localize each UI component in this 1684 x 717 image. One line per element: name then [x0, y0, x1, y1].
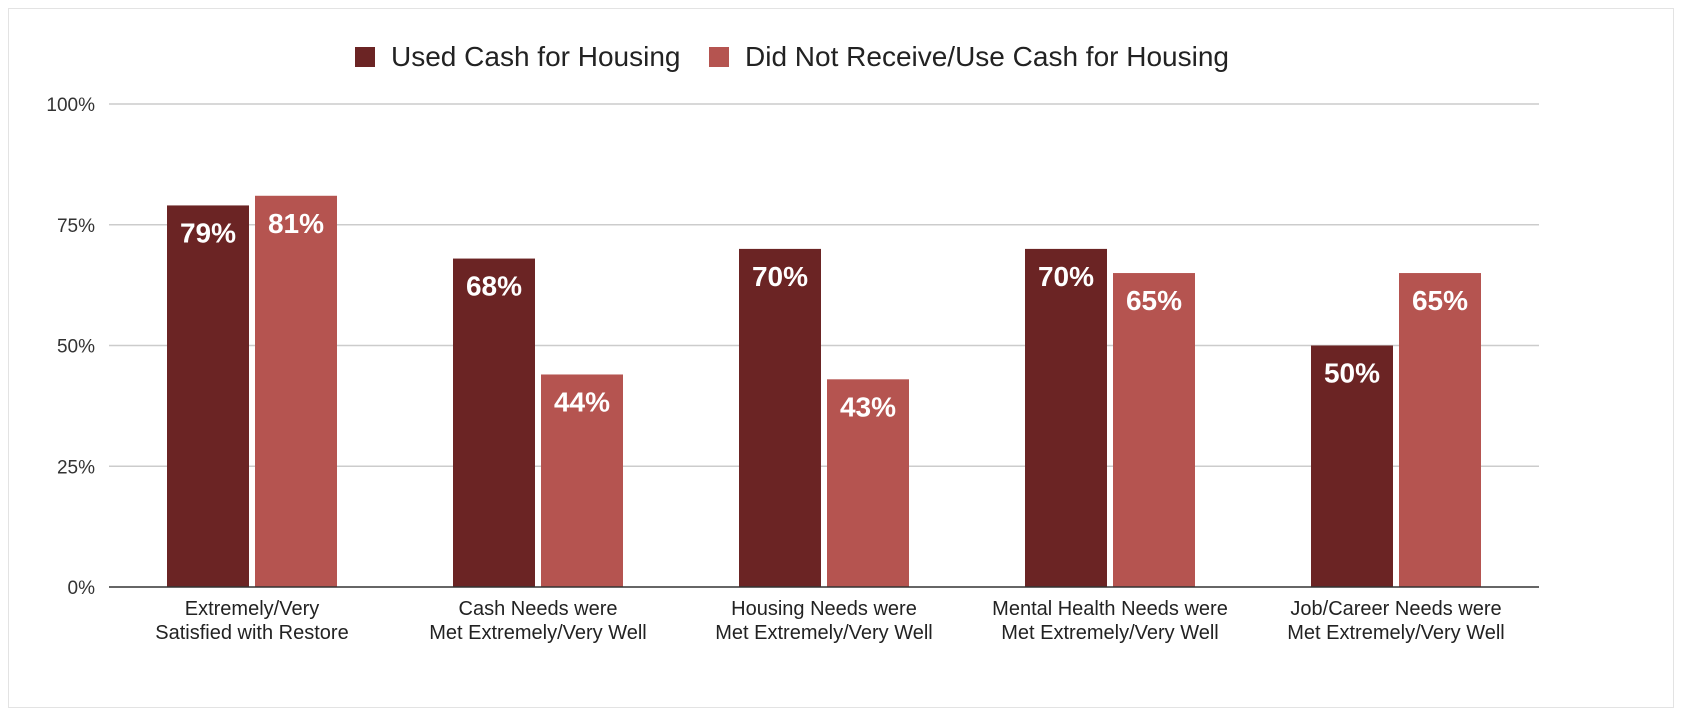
bar-series1-cat3: [739, 248, 821, 587]
y-axis: 0% 25% 50% 75% 100%: [46, 95, 95, 599]
bar-chart: Used Cash for Housing Did Not Receive/Use…: [46, 41, 1539, 644]
y-tick-label: 0%: [68, 578, 96, 599]
data-label: 50%: [1324, 358, 1380, 389]
x-tick-label: Met Extremely/Very Well: [429, 622, 646, 644]
data-label: 65%: [1412, 285, 1468, 316]
data-label: 65%: [1126, 285, 1182, 316]
bars: 79% 81% 68% 44% 70% 43% 70% 65% 50% 65%: [167, 195, 1481, 587]
legend-swatch-1: [355, 47, 375, 67]
legend-swatch-2: [709, 47, 729, 67]
x-tick-label: Met Extremely/Very Well: [715, 622, 932, 644]
legend: Used Cash for Housing Did Not Receive/Use…: [355, 41, 1229, 72]
data-label: 70%: [752, 261, 808, 292]
bar-series2-cat1: [255, 195, 337, 587]
x-tick-label: Job/Career Needs were: [1290, 598, 1501, 620]
y-tick-label: 100%: [46, 95, 95, 116]
bar-series1-cat2: [453, 258, 535, 587]
x-tick-label: Mental Health Needs were: [992, 598, 1228, 620]
y-tick-label: 75%: [57, 216, 95, 237]
legend-label-2: Did Not Receive/Use Cash for Housing: [745, 41, 1229, 72]
bar-series2-cat4: [1113, 273, 1195, 587]
bar-series2-cat2: [541, 374, 623, 587]
data-label: 44%: [554, 386, 610, 417]
x-tick-label: Cash Needs were: [459, 598, 618, 620]
y-tick-label: 25%: [57, 457, 95, 478]
data-label: 70%: [1038, 261, 1094, 292]
data-label: 81%: [268, 208, 324, 239]
bar-series1-cat1: [167, 205, 249, 587]
bar-series1-cat4: [1025, 248, 1107, 587]
x-tick-label: Housing Needs were: [731, 598, 917, 620]
chart-frame: Used Cash for Housing Did Not Receive/Use…: [8, 8, 1674, 708]
legend-label-1: Used Cash for Housing: [391, 41, 680, 72]
bar-series1-cat5: [1311, 345, 1393, 587]
data-label: 79%: [180, 217, 236, 248]
bar-series2-cat3: [827, 379, 909, 587]
y-tick-label: 50%: [57, 337, 95, 358]
data-label: 68%: [466, 271, 522, 302]
data-label: 43%: [840, 391, 896, 422]
x-tick-label: Satisfied with Restore: [155, 622, 348, 644]
x-tick-label: Met Extremely/Very Well: [1287, 622, 1504, 644]
bar-series2-cat5: [1399, 273, 1481, 587]
gridlines: [109, 103, 1539, 467]
x-tick-label: Extremely/Very: [185, 598, 319, 620]
x-tick-label: Met Extremely/Very Well: [1001, 622, 1218, 644]
